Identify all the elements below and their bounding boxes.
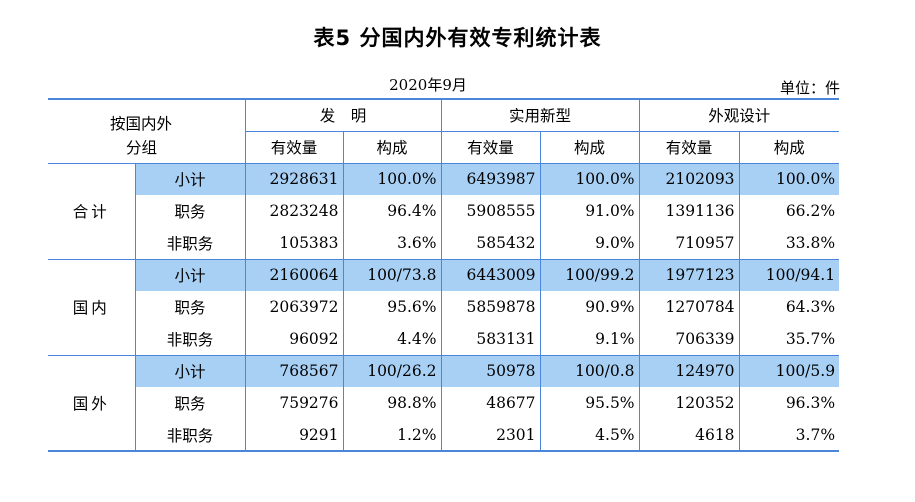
cell-value: 2823248 [244,195,344,227]
type-header-design: 外观设计 [638,99,840,132]
table-row: 职务 2823248 96.4% 5908555 91.0% 1391136 6… [48,195,840,227]
cell-value: 6493987 [440,163,541,195]
category-header-cell: 按国内外 分组 [48,99,246,164]
unit-label: 单位：件 [779,79,840,97]
cell-value: 583131 [440,323,541,356]
cell-value: 98.8% [342,387,442,419]
cell-value: 2063972 [244,291,344,323]
cell-value: 1391136 [638,195,740,227]
cell-value: 6443009 [440,259,541,291]
cell-value: 4.4% [342,323,442,356]
sub-header-count: 有效量 [638,131,740,164]
group-label-domestic: 国内 [48,259,135,356]
cell-value: 710957 [638,227,740,260]
type-header-utility-model: 实用新型 [440,99,640,132]
sub-header-share: 构成 [539,131,640,164]
cell-value: 95.6% [342,291,442,323]
row-label: 非职务 [134,323,246,356]
cell-value: 100.0% [738,163,840,195]
cell-value: 706339 [638,323,740,356]
cell-value: 120352 [638,387,740,419]
cell-value: 100/73.8 [342,259,442,291]
cell-value: 5859878 [440,291,541,323]
cell-value: 105383 [244,227,344,260]
cell-value: 4.5% [539,419,640,451]
sub-header-share: 构成 [738,131,840,164]
cell-value: 768567 [244,355,344,387]
cell-value: 585432 [440,227,541,260]
cell-value: 96.3% [738,387,840,419]
cell-value: 95.5% [539,387,640,419]
group-label-foreign: 国外 [72,394,110,413]
table-row: 非职务 105383 3.6% 585432 9.0% 710957 33.8% [48,227,840,260]
table-row: 非职务 9291 1.2% 2301 4.5% 4618 3.7% [48,419,840,451]
cell-value: 100.0% [539,163,640,195]
patent-statistics-table: 按国内外 分组 发 明 实用新型 外观设计 有效量 构成 有效量 构成 有效量 … [48,98,840,452]
cell-value: 2928631 [244,163,344,195]
row-label: 小计 [134,259,246,291]
row-label: 职务 [134,291,246,323]
cell-value: 33.8% [738,227,840,260]
row-label: 职务 [134,195,246,227]
cell-value: 759276 [244,387,344,419]
cell-value: 4618 [638,419,740,451]
cell-value: 50978 [440,355,541,387]
cell-value: 35.7% [738,323,840,356]
category-header-line1: 按国内外 [110,115,173,133]
cell-value: 5908555 [440,195,541,227]
cell-value: 96.4% [342,195,442,227]
cell-value: 100/26.2 [342,355,442,387]
table-row: 国内 小计 2160064 100/73.8 6443009 100/99.2 … [48,259,840,356]
cell-value: 100.0% [342,163,442,195]
table-row: 国外 小计 768567 100/26.2 50978 100/0.8 1249… [48,355,840,413]
row-label: 小计 [134,163,246,195]
table-row: 合计 小计 2928631 100.0% 6493987 100.0% 2102… [48,163,840,260]
category-header-line2: 分组 [126,139,158,157]
cell-value: 1.2% [342,419,442,451]
cell-value: 3.6% [342,227,442,260]
cell-value: 100/94.1 [738,259,840,291]
cell-value: 124970 [638,355,740,387]
cell-value: 9.1% [539,323,640,356]
row-label: 非职务 [134,227,246,260]
sub-header-count: 有效量 [440,131,541,164]
cell-value: 96092 [244,323,344,356]
table-title: 表5 分国内外有效专利统计表 [313,26,602,50]
row-label: 小计 [134,355,246,387]
cell-value: 9291 [244,419,344,451]
sub-header-count: 有效量 [244,131,344,164]
table-row: 职务 2063972 95.6% 5859878 90.9% 1270784 6… [48,291,840,323]
cell-value: 91.0% [539,195,640,227]
cell-value: 2160064 [244,259,344,291]
table-row: 职务 759276 98.8% 48677 95.5% 120352 96.3% [48,387,840,419]
sub-header-share: 构成 [342,131,442,164]
report-period: 2020年9月 [389,76,467,94]
cell-value: 90.9% [539,291,640,323]
cell-value: 2301 [440,419,541,451]
cell-value: 100/0.8 [539,355,640,387]
cell-value: 100/5.9 [738,355,840,387]
row-label: 职务 [134,387,246,419]
table-row: 非职务 96092 4.4% 583131 9.1% 706339 35.7% [48,323,840,356]
cell-value: 64.3% [738,291,840,323]
cell-value: 48677 [440,387,541,419]
cell-value: 3.7% [738,419,840,451]
cell-value: 2102093 [638,163,740,195]
cell-value: 100/99.2 [539,259,640,291]
cell-value: 1270784 [638,291,740,323]
type-header-invention: 发 明 [244,99,442,132]
cell-value: 9.0% [539,227,640,260]
row-label: 非职务 [134,419,246,451]
cell-value: 66.2% [738,195,840,227]
cell-value: 1977123 [638,259,740,291]
group-label-total: 合计 [48,163,135,260]
